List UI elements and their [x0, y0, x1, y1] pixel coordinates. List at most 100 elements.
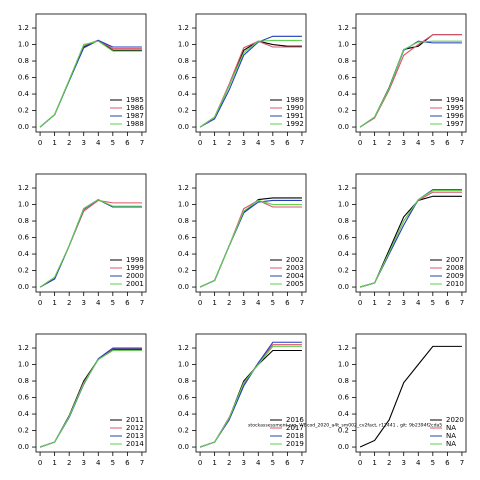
x-tick-label: 3	[241, 459, 245, 467]
y-tick-label: 1.2	[178, 24, 189, 32]
x-tick-label: 7	[300, 459, 304, 467]
legend-label: 1986	[126, 104, 144, 112]
y-tick-label: 1.0	[18, 361, 29, 369]
x-tick-label: 5	[111, 139, 115, 147]
y-tick-label: 0.0	[178, 283, 189, 291]
plot-frame	[35, 173, 147, 293]
y-tick-label: 1.2	[338, 344, 349, 352]
x-tick-label: 1	[372, 299, 376, 307]
y-tick-label: 0.8	[338, 377, 349, 385]
legend-label: 1998	[126, 256, 144, 264]
legend-label: 2010	[446, 280, 464, 288]
series-line	[39, 198, 142, 288]
y-tick-label: 1.2	[338, 184, 349, 192]
x-tick-label: 5	[271, 299, 275, 307]
legend-label: 1996	[446, 112, 464, 120]
y-tick-label: 0.8	[178, 57, 189, 65]
legend-label: 2003	[286, 264, 304, 272]
plot-frame	[195, 173, 307, 293]
series-line	[199, 345, 302, 448]
series-line	[199, 35, 302, 128]
y-tick-label: 0.2	[338, 427, 349, 435]
y-tick-label: 0.8	[178, 217, 189, 225]
x-tick-label: 3	[81, 299, 85, 307]
x-tick-label: 2	[387, 459, 391, 467]
legend-label: 2020	[446, 416, 464, 424]
x-tick-label: 4	[416, 139, 421, 147]
y-tick-label: 1.0	[338, 41, 349, 49]
y-tick-label: 0.4	[18, 410, 30, 418]
legend-label: NA	[446, 424, 456, 432]
x-tick-label: 6	[445, 299, 450, 307]
y-tick-label: 0.0	[338, 283, 349, 291]
x-tick-label: 6	[125, 139, 130, 147]
legend-label: NA	[446, 440, 456, 448]
y-tick-label: 1.2	[18, 24, 29, 32]
y-tick-label: 0.0	[18, 123, 29, 131]
x-tick-label: 2	[227, 139, 231, 147]
series-line	[359, 40, 462, 128]
y-tick-label: 0.4	[178, 410, 190, 418]
legend-label: 1997	[446, 120, 464, 128]
x-tick-label: 6	[125, 299, 130, 307]
x-tick-label: 4	[96, 459, 101, 467]
y-tick-label: 0.2	[338, 267, 349, 275]
x-tick-label: 3	[241, 299, 245, 307]
legend-label: 2012	[126, 424, 144, 432]
legend-label: 1989	[286, 96, 304, 104]
y-tick-label: 0.6	[178, 74, 190, 82]
y-tick-label: 0.8	[18, 217, 29, 225]
y-tick-label: 0.6	[18, 74, 30, 82]
y-tick-label: 0.8	[338, 217, 349, 225]
legend-label: 1990	[286, 104, 304, 112]
x-tick-label: 1	[212, 139, 216, 147]
x-tick-label: 1	[212, 299, 216, 307]
legend-label: 2000	[126, 272, 144, 280]
legend-label: 1995	[446, 104, 464, 112]
x-tick-label: 7	[140, 139, 144, 147]
legend-label: 2016	[286, 416, 304, 424]
y-tick-label: 1.0	[178, 361, 189, 369]
y-tick-label: 1.2	[18, 184, 29, 192]
x-tick-label: 1	[372, 139, 376, 147]
x-tick-label: 2	[387, 139, 391, 147]
legend-label: 1994	[446, 96, 464, 104]
y-tick-label: 0.8	[18, 57, 29, 65]
x-tick-label: 6	[285, 139, 290, 147]
legend-label: 2011	[126, 416, 144, 424]
y-tick-label: 0.6	[18, 394, 30, 402]
x-tick-label: 5	[271, 139, 275, 147]
legend-label: 2007	[446, 256, 464, 264]
y-tick-label: 0.8	[338, 57, 349, 65]
series-line	[199, 199, 302, 288]
y-tick-label: 0.8	[18, 377, 29, 385]
y-tick-label: 1.0	[178, 201, 189, 209]
y-tick-label: 0.0	[338, 443, 349, 451]
y-tick-label: 0.6	[178, 234, 190, 242]
y-tick-label: 1.2	[338, 24, 349, 32]
x-tick-label: 0	[198, 459, 202, 467]
y-tick-label: 0.8	[178, 377, 189, 385]
plot-frame	[35, 333, 147, 453]
y-tick-label: 0.2	[18, 107, 29, 115]
y-tick-label: 0.6	[178, 394, 190, 402]
x-tick-label: 4	[416, 299, 421, 307]
x-tick-label: 6	[125, 459, 130, 467]
x-tick-label: 3	[81, 139, 85, 147]
y-tick-label: 1.0	[338, 201, 349, 209]
y-tick-label: 0.4	[338, 250, 350, 258]
x-tick-label: 3	[401, 459, 405, 467]
plot-frame	[195, 13, 307, 133]
footnote: stockassessment.org, WBcod_2020_a4t_sm00…	[248, 423, 442, 429]
x-tick-label: 4	[256, 459, 261, 467]
x-tick-label: 2	[227, 299, 231, 307]
y-tick-label: 0.4	[18, 250, 30, 258]
plot-frame	[355, 333, 467, 453]
y-tick-label: 0.4	[178, 90, 190, 98]
x-tick-label: 4	[256, 139, 261, 147]
x-tick-label: 7	[300, 139, 304, 147]
series-line	[359, 189, 462, 288]
x-tick-label: 5	[271, 459, 275, 467]
x-tick-label: 2	[67, 299, 71, 307]
x-tick-label: 3	[401, 139, 405, 147]
